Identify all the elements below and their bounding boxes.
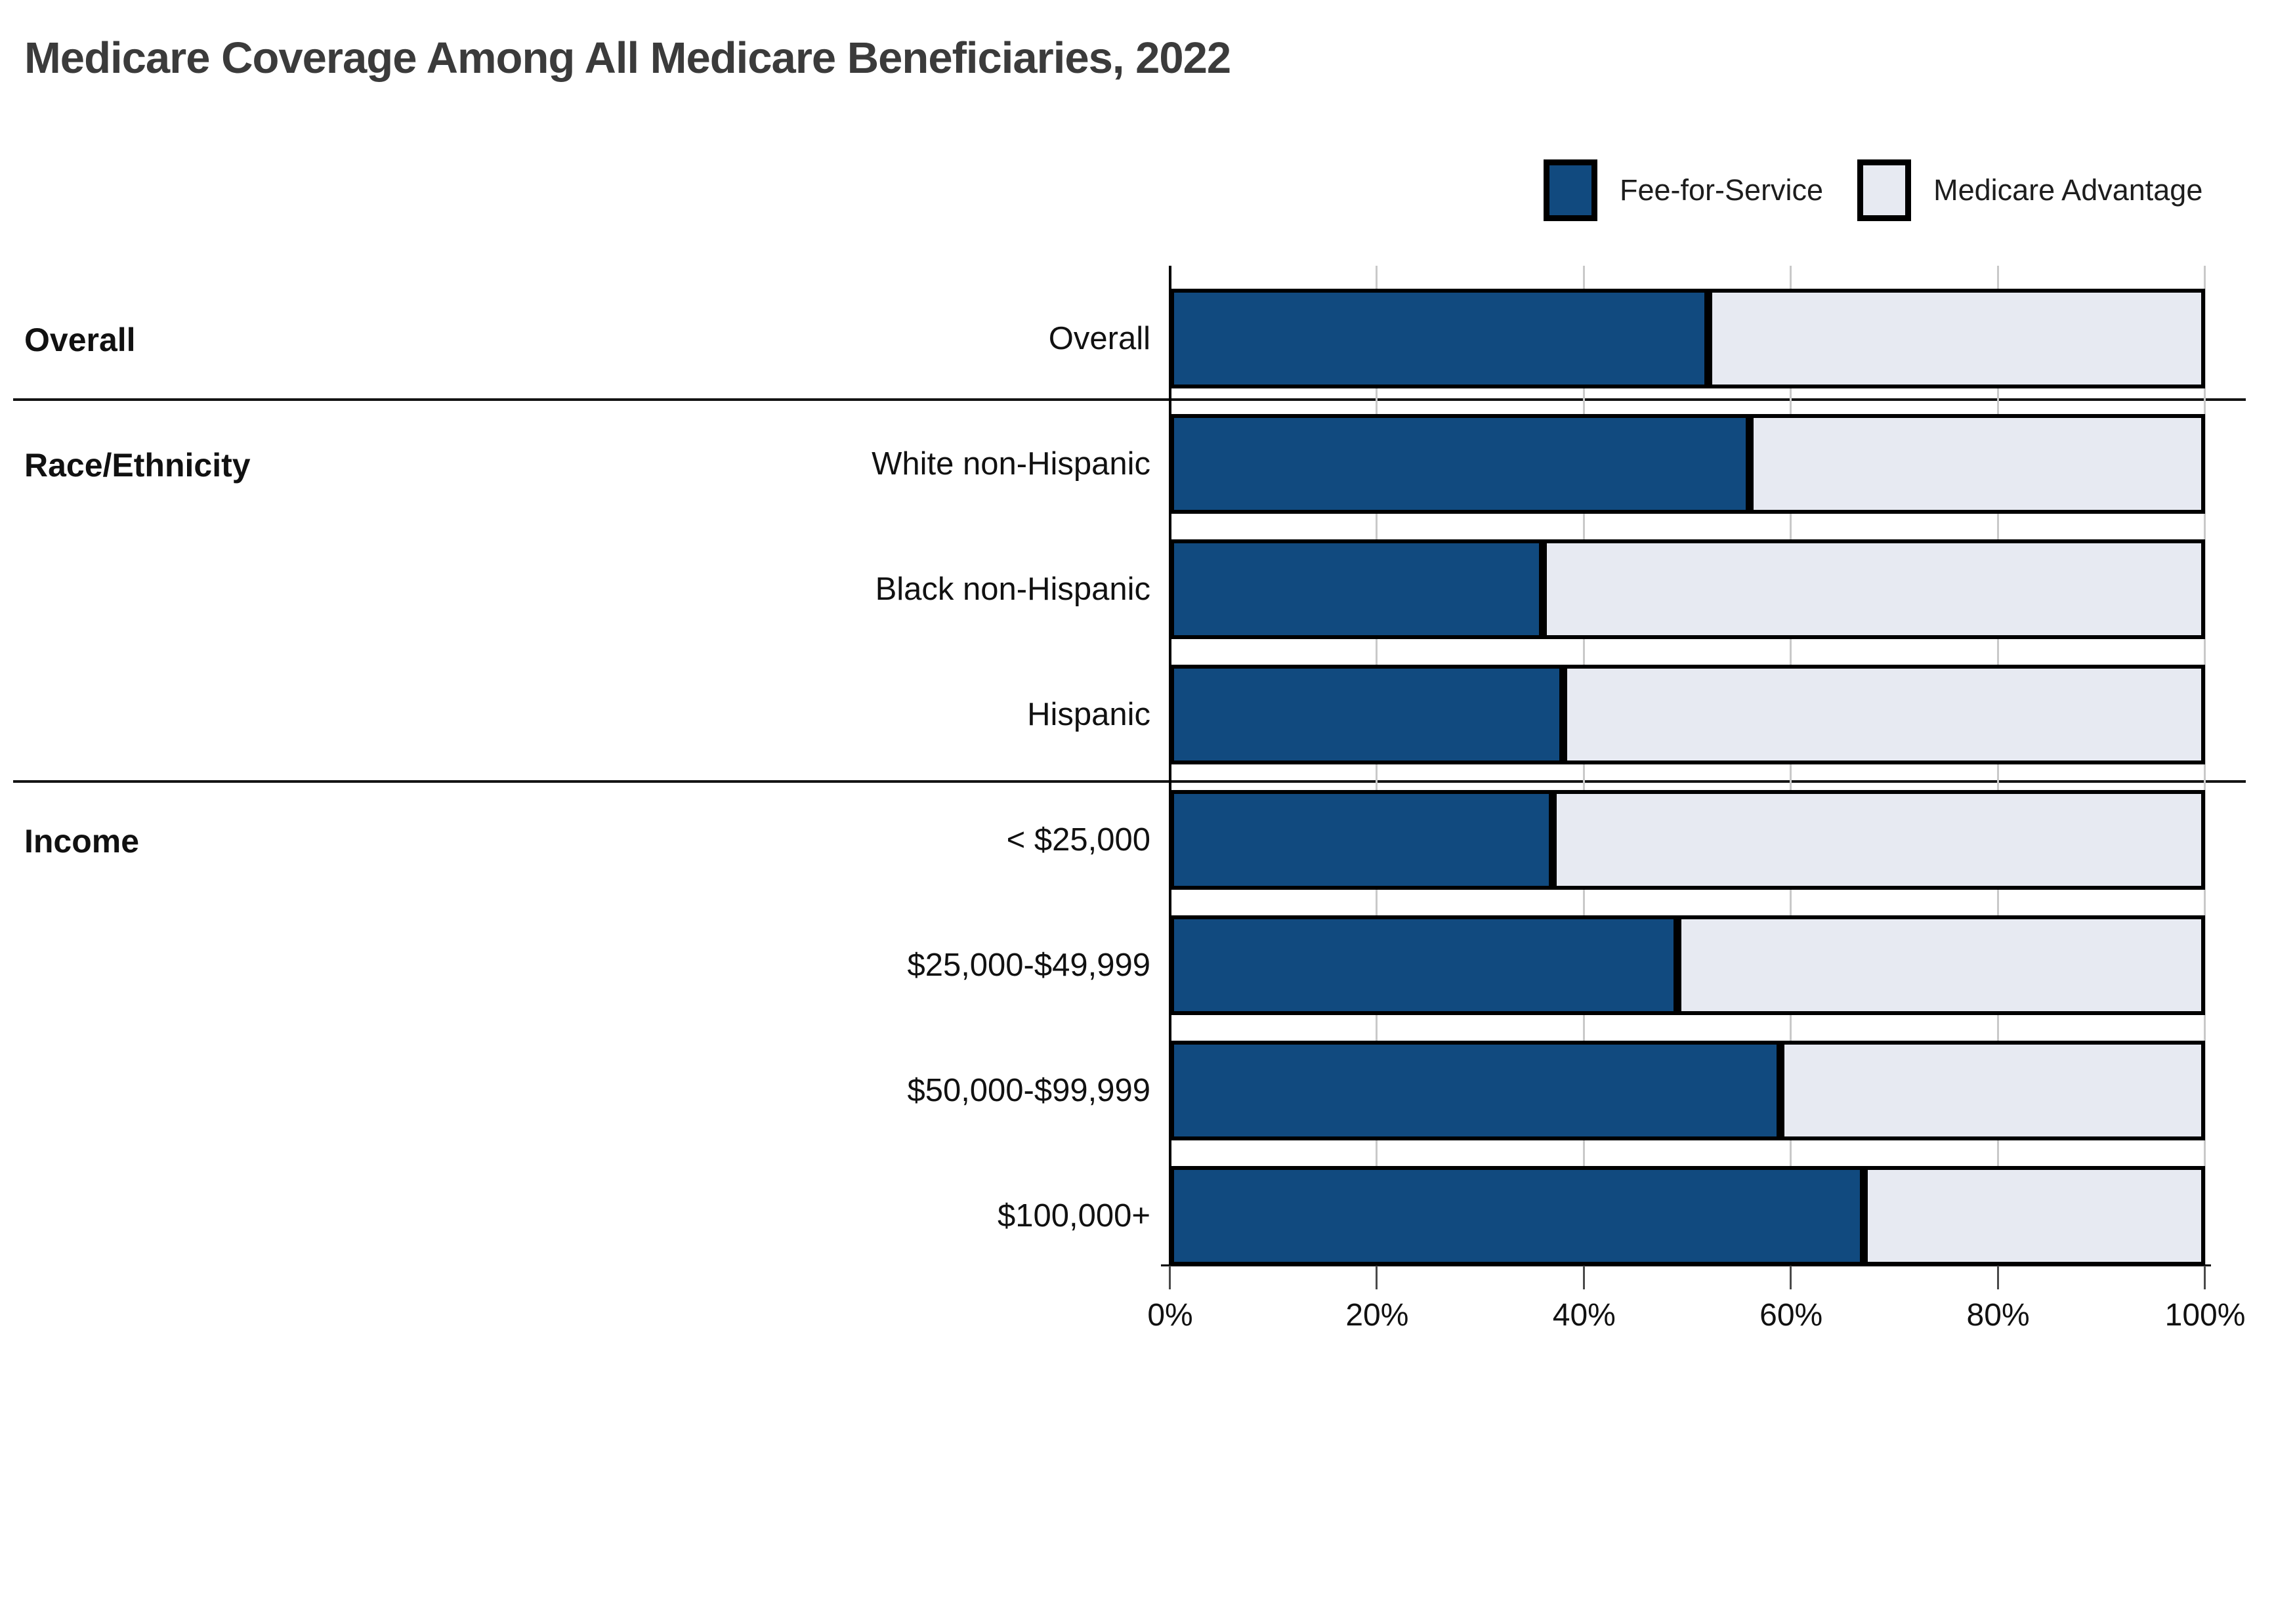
medicare-advantage-swatch-icon — [1857, 159, 1912, 221]
bar-row-black-non-hispanic: Black non-Hispanic — [875, 539, 2205, 639]
category-label: Black non-Hispanic — [875, 572, 1150, 607]
chart-title: Medicare Coverage Among All Medicare Ben… — [24, 33, 1231, 83]
fee-for-service-bar-segment — [1170, 915, 1677, 1015]
gridline-100 — [2204, 266, 2206, 1266]
gridline-40 — [1582, 266, 1585, 1266]
category-label: Hispanic — [1027, 697, 1150, 732]
x-axis-tick — [1376, 1266, 1378, 1289]
category-label: $50,000-$99,999 — [907, 1073, 1150, 1108]
medicare-advantage-bar-segment — [1553, 790, 2205, 890]
bar-row-white-non-hispanic: White non-Hispanic — [872, 414, 2205, 514]
y-axis-line — [1169, 266, 1171, 1266]
category-label: < $25,000 — [1006, 822, 1150, 858]
x-axis-tick — [2204, 1266, 2206, 1289]
plot-area: Overall White non-Hispanic Black non-His… — [872, 266, 2245, 1333]
category-label: White non-Hispanic — [872, 446, 1150, 482]
bar-row-50000-99999: $50,000-$99,999 — [907, 1041, 2205, 1140]
fee-for-service-bar-segment — [1170, 414, 1750, 514]
bar-row-100000-plus: $100,000+ — [998, 1166, 2205, 1266]
group-label-income: Income — [24, 823, 140, 860]
fee-for-service-swatch-icon — [1544, 159, 1597, 221]
x-axis-tick-label: 20% — [1345, 1298, 1409, 1333]
fee-for-service-bar-segment — [1170, 1041, 1781, 1140]
fee-for-service-bar-segment — [1170, 790, 1553, 890]
x-axis-tick-label: 0% — [1147, 1298, 1193, 1333]
category-label: $25,000-$49,999 — [907, 947, 1150, 983]
legend-item-fee-for-service: Fee-for-Service — [1544, 159, 1823, 221]
medicare-advantage-bar-segment — [1563, 665, 2205, 764]
medicare-advantage-bar-segment — [1780, 1041, 2205, 1140]
fee-for-service-bar-segment — [1170, 289, 1709, 388]
x-axis-tick-label: 100% — [2164, 1298, 2246, 1333]
fee-for-service-legend-label: Fee-for-Service — [1620, 173, 1824, 207]
gridline-60 — [1790, 266, 1792, 1266]
gridline-20 — [1376, 266, 1378, 1266]
medicare-advantage-bar-segment — [1677, 915, 2205, 1015]
gridline-80 — [1996, 266, 1999, 1266]
medicare-advantage-bar-segment — [1750, 414, 2205, 514]
x-axis-tick — [1582, 1266, 1585, 1289]
x-axis-tick — [1996, 1266, 1999, 1289]
group-label-overall: Overall — [24, 322, 136, 358]
group-separator-line — [13, 398, 2246, 401]
x-axis-tick-label: 40% — [1552, 1298, 1616, 1333]
category-label: $100,000+ — [998, 1198, 1150, 1234]
bar-row-under-25000: < $25,000 — [1007, 790, 2205, 890]
medicare-advantage-legend-label: Medicare Advantage — [1933, 173, 2203, 207]
bar-row-25000-49999: $25,000-$49,999 — [907, 915, 2205, 1015]
medicare-advantage-bar-segment — [1863, 1166, 2205, 1266]
x-axis-tick-label: 80% — [1966, 1298, 2030, 1333]
medicare-advantage-bar-segment — [1708, 289, 2205, 388]
x-axis-tick-label: 60% — [1759, 1298, 1823, 1333]
category-label: Overall — [1048, 321, 1150, 356]
group-label-race-ethnicity: Race/Ethnicity — [24, 447, 251, 484]
medicare-advantage-bar-segment — [1542, 539, 2205, 639]
x-axis-line — [1161, 1264, 2211, 1266]
x-axis-tick — [1790, 1266, 1792, 1289]
bar-row-hispanic: Hispanic — [1027, 665, 2205, 764]
legend: Fee-for-Service Medicare Advantage — [1544, 159, 2202, 221]
fee-for-service-bar-segment — [1170, 539, 1543, 639]
legend-item-medicare-advantage: Medicare Advantage — [1857, 159, 2202, 221]
fee-for-service-bar-segment — [1170, 665, 1564, 764]
bar-row-overall: Overall — [1049, 289, 2205, 388]
x-axis-tick — [1169, 1266, 1171, 1289]
fee-for-service-bar-segment — [1170, 1166, 1864, 1266]
group-separator-line — [13, 780, 2246, 783]
